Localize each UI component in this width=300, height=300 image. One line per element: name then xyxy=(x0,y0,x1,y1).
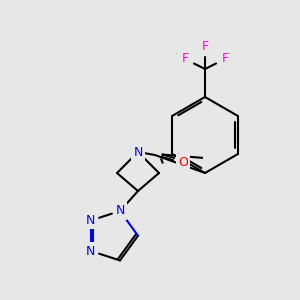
Text: F: F xyxy=(182,52,189,65)
Text: N: N xyxy=(115,205,125,218)
Text: O: O xyxy=(178,157,188,169)
Text: N: N xyxy=(133,146,143,158)
Text: N: N xyxy=(86,244,96,257)
Text: N: N xyxy=(86,214,96,227)
Text: F: F xyxy=(221,52,229,65)
Text: F: F xyxy=(201,40,208,53)
